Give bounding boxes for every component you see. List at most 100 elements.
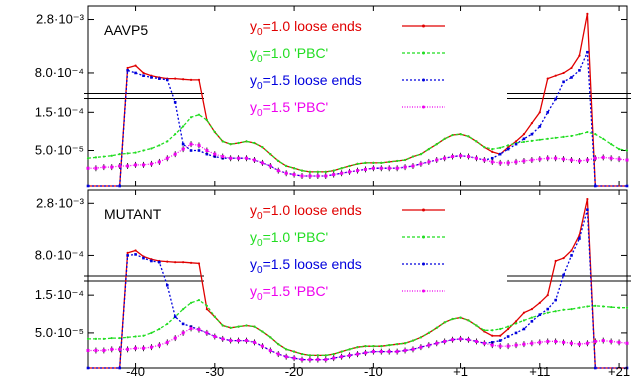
data-point-pbc15: [411, 164, 415, 168]
data-point-loose10: [174, 261, 177, 264]
data-point-loose15: [134, 71, 137, 75]
data-point-loose10: [538, 301, 541, 304]
data-point-pbc10: [554, 310, 557, 313]
data-point-pbc15: [213, 152, 217, 156]
data-point-loose10: [126, 251, 129, 255]
data-point-pbc10: [150, 147, 153, 150]
data-point-pbc10: [372, 345, 375, 348]
data-point-pbc10: [499, 146, 502, 149]
data-point-loose15: [181, 322, 185, 326]
data-point-pbc10: [562, 308, 565, 311]
data-point-pbc15: [181, 331, 185, 335]
legend-prefix: y: [250, 202, 257, 218]
data-point-pbc10: [126, 336, 129, 339]
data-point-loose15: [498, 339, 502, 342]
data-point-loose10: [182, 78, 185, 81]
data-point-pbc10: [94, 337, 98, 340]
data-point-pbc15: [205, 331, 209, 335]
legend-suffix: =1.0 loose ends: [263, 202, 362, 218]
data-point-pbc15: [514, 160, 518, 164]
data-point-pbc10: [562, 135, 565, 138]
data-point-pbc15: [577, 159, 581, 163]
data-point-pbc10: [578, 133, 581, 136]
data-point-loose15: [578, 237, 581, 240]
data-point-loose15: [522, 327, 526, 331]
legend-marker: [422, 262, 425, 266]
data-point-pbc15: [126, 347, 130, 351]
legend-subscript: 0: [257, 211, 263, 222]
data-point-pbc10: [277, 343, 280, 346]
data-point-loose15: [118, 184, 122, 188]
data-point-loose10: [142, 71, 145, 75]
x-tick-label: -10: [364, 364, 383, 378]
data-point-pbc10: [94, 156, 98, 159]
data-point-loose15: [205, 152, 209, 156]
x-tick-label: +11: [529, 364, 550, 378]
series-layer: [86, 12, 629, 370]
data-point-pbc15: [284, 171, 288, 175]
data-point-pbc10: [316, 170, 319, 174]
data-point-pbc10: [443, 321, 446, 324]
data-point-pbc10: [586, 130, 589, 134]
data-point-pbc15: [474, 339, 478, 343]
data-point-pbc15: [118, 347, 122, 351]
data-point-pbc15: [268, 348, 272, 352]
data-point-pbc15: [411, 347, 415, 351]
data-point-pbc15: [94, 166, 98, 170]
data-point-pbc10: [182, 307, 185, 311]
data-point-pbc15: [86, 348, 90, 352]
data-point-pbc10: [491, 148, 494, 151]
data-point-pbc15: [260, 161, 264, 165]
data-point-pbc10: [110, 336, 113, 340]
legend-label: y0=1.5 loose ends: [250, 256, 362, 276]
data-point-pbc15: [570, 158, 574, 162]
data-point-loose10: [562, 71, 565, 75]
data-point-loose15: [181, 142, 185, 146]
data-point-pbc15: [134, 163, 138, 167]
data-point-pbc10: [427, 331, 430, 335]
data-point-pbc10: [166, 140, 169, 143]
panel-title: AAVP5: [104, 22, 148, 38]
data-point-pbc15: [126, 164, 130, 168]
data-point-pbc10: [229, 143, 232, 146]
series-line-loose15: [88, 209, 627, 369]
data-point-pbc10: [348, 348, 351, 351]
data-point-pbc15: [363, 167, 367, 171]
data-point-pbc10: [435, 326, 438, 329]
data-point-pbc10: [499, 327, 502, 331]
data-point-pbc10: [205, 118, 208, 122]
data-point-pbc10: [451, 133, 454, 137]
data-point-pbc15: [554, 339, 558, 343]
y-tick-label: 2.8·10⁻³: [36, 12, 85, 27]
data-point-loose10: [554, 259, 557, 263]
data-point-pbc15: [94, 348, 98, 352]
legend-label: y0=1.0 'PBC': [250, 45, 328, 65]
data-point-pbc15: [165, 340, 169, 344]
data-point-pbc15: [356, 169, 359, 173]
data-point-pbc15: [387, 166, 391, 170]
data-point-pbc15: [498, 161, 502, 165]
data-point-pbc15: [609, 156, 613, 160]
data-point-pbc15: [348, 170, 352, 174]
data-point-pbc15: [252, 158, 256, 162]
data-point-loose15: [150, 259, 153, 263]
legend-suffix: =1.0 'PBC': [263, 45, 329, 61]
legend-subscript: 0: [257, 27, 263, 38]
data-point-loose10: [586, 12, 589, 15]
data-point-pbc15: [181, 147, 185, 151]
data-point-pbc10: [380, 161, 383, 164]
legend-subscript: 0: [257, 292, 263, 303]
data-point-loose15: [158, 77, 161, 80]
data-point-pbc15: [585, 158, 589, 162]
data-point-pbc10: [388, 160, 391, 164]
data-point-pbc15: [102, 165, 106, 169]
data-point-pbc10: [197, 113, 201, 116]
data-point-loose15: [586, 208, 589, 212]
data-point-loose10: [578, 54, 581, 57]
data-point-loose10: [570, 66, 573, 70]
data-point-pbc15: [554, 156, 558, 160]
legend-suffix: =1.5 loose ends: [263, 72, 362, 88]
data-point-pbc15: [395, 350, 399, 354]
